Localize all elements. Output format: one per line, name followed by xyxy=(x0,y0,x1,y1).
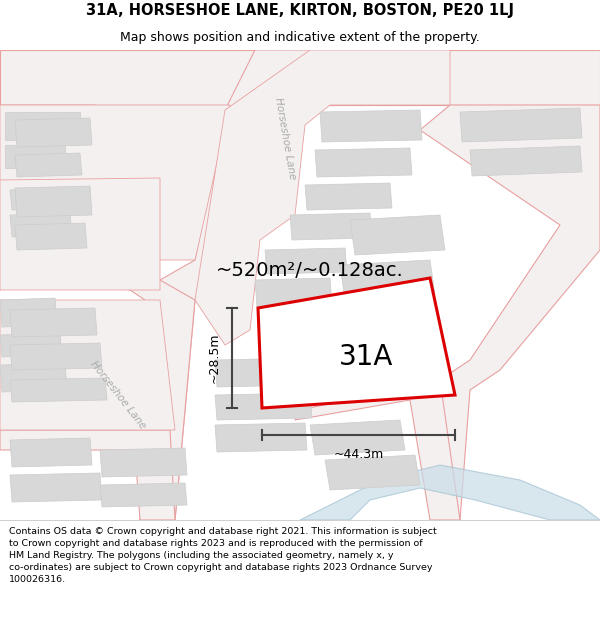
Polygon shape xyxy=(5,112,80,140)
Polygon shape xyxy=(215,393,312,420)
Text: 31A: 31A xyxy=(339,343,394,371)
Polygon shape xyxy=(0,300,175,430)
Polygon shape xyxy=(310,50,600,105)
Polygon shape xyxy=(0,50,600,105)
Text: ~28.5m: ~28.5m xyxy=(208,332,221,383)
Polygon shape xyxy=(10,213,72,237)
Polygon shape xyxy=(460,108,582,142)
Polygon shape xyxy=(0,333,62,357)
Polygon shape xyxy=(295,380,460,520)
Polygon shape xyxy=(320,110,422,142)
Polygon shape xyxy=(215,423,307,452)
Polygon shape xyxy=(0,105,120,175)
Polygon shape xyxy=(215,358,307,387)
Polygon shape xyxy=(300,465,600,520)
Polygon shape xyxy=(258,278,455,408)
Polygon shape xyxy=(350,215,445,255)
Polygon shape xyxy=(305,183,392,210)
Text: 31A, HORSESHOE LANE, KIRTON, BOSTON, PE20 1LJ: 31A, HORSESHOE LANE, KIRTON, BOSTON, PE2… xyxy=(86,4,514,19)
Polygon shape xyxy=(15,118,92,147)
Polygon shape xyxy=(420,105,600,520)
Polygon shape xyxy=(265,248,347,274)
Polygon shape xyxy=(15,223,87,250)
Text: Horseshoe Lane: Horseshoe Lane xyxy=(88,359,148,431)
Polygon shape xyxy=(0,363,67,392)
Polygon shape xyxy=(255,278,332,307)
Polygon shape xyxy=(470,146,582,176)
Polygon shape xyxy=(0,298,57,327)
Polygon shape xyxy=(100,483,187,507)
Polygon shape xyxy=(10,473,102,502)
Text: ~520m²/~0.128ac.: ~520m²/~0.128ac. xyxy=(216,261,404,279)
Polygon shape xyxy=(15,153,82,177)
Text: ~44.3m: ~44.3m xyxy=(334,449,383,461)
Polygon shape xyxy=(5,145,65,168)
Polygon shape xyxy=(10,378,107,402)
Polygon shape xyxy=(10,343,102,370)
Text: Horseshoe Lane: Horseshoe Lane xyxy=(273,96,297,180)
Polygon shape xyxy=(195,50,450,345)
Text: Contains OS data © Crown copyright and database right 2021. This information is : Contains OS data © Crown copyright and d… xyxy=(9,528,437,584)
Polygon shape xyxy=(10,438,92,467)
Polygon shape xyxy=(140,50,310,520)
Polygon shape xyxy=(0,105,230,260)
Polygon shape xyxy=(15,186,92,217)
Polygon shape xyxy=(100,448,187,477)
Polygon shape xyxy=(315,148,412,177)
Polygon shape xyxy=(0,178,160,290)
Polygon shape xyxy=(10,188,77,210)
Polygon shape xyxy=(325,455,420,490)
Polygon shape xyxy=(340,260,435,300)
Polygon shape xyxy=(10,308,97,337)
Polygon shape xyxy=(310,420,405,455)
Polygon shape xyxy=(325,305,420,340)
Polygon shape xyxy=(0,260,195,520)
Polygon shape xyxy=(0,430,175,520)
Text: Map shows position and indicative extent of the property.: Map shows position and indicative extent… xyxy=(120,31,480,44)
Polygon shape xyxy=(290,213,372,240)
